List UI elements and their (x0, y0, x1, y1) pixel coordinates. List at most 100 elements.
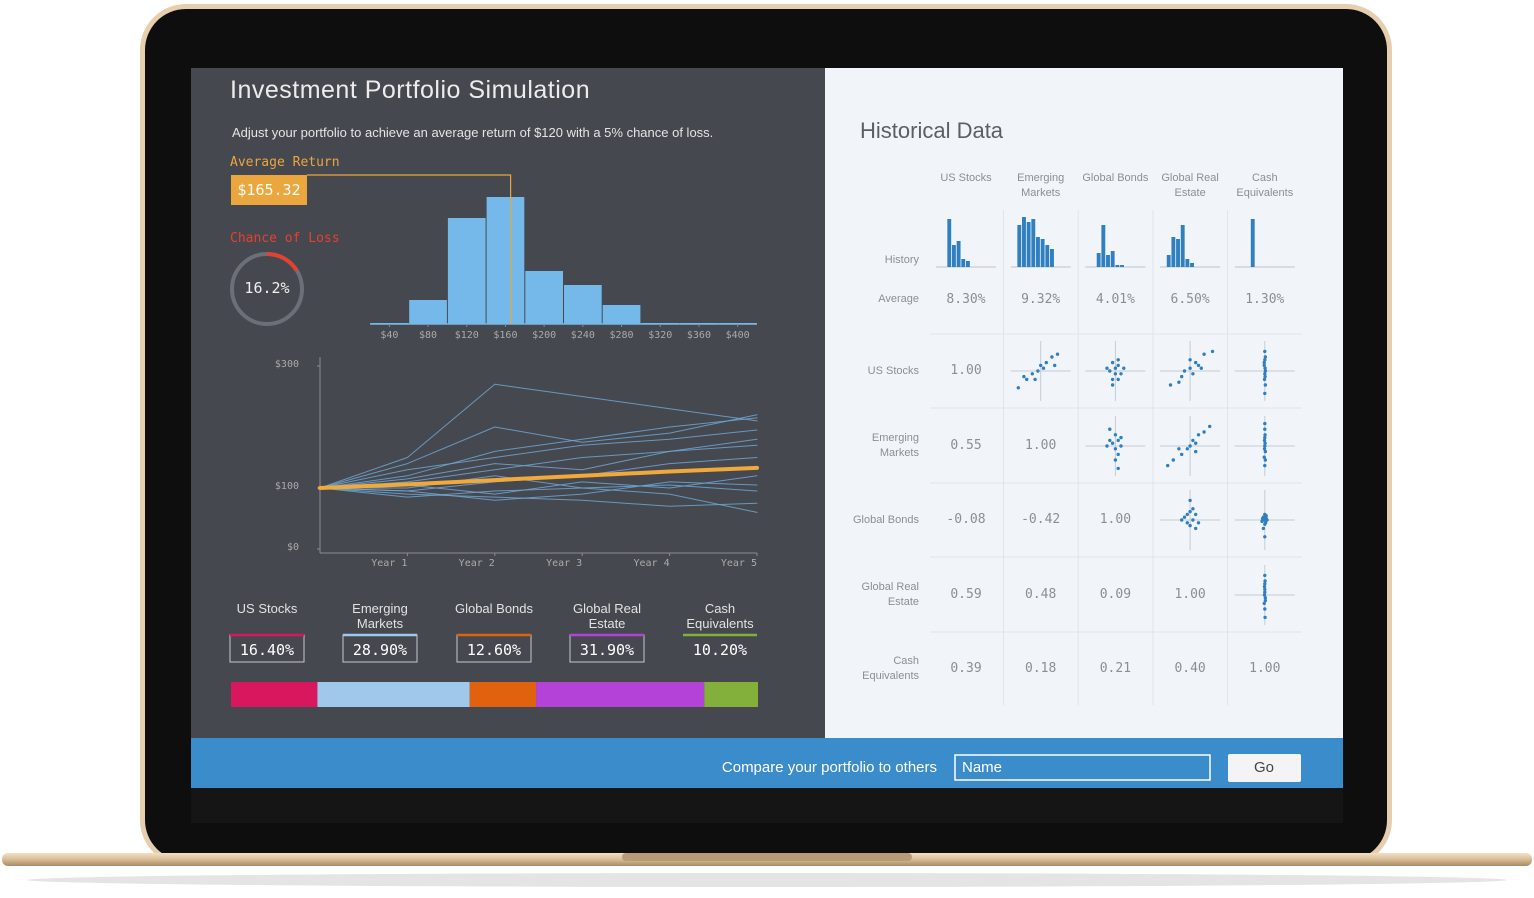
history-bar (1171, 237, 1176, 267)
correlation-value: 1.00 (1099, 512, 1132, 527)
history-bar (1101, 225, 1106, 267)
scatter-point (1262, 455, 1266, 459)
scatter-point (1044, 360, 1049, 365)
chance-of-loss-label: Chance of Loss (230, 231, 340, 246)
scatter-point (1182, 369, 1187, 373)
scatter-point (1263, 607, 1267, 611)
history-bar (1050, 249, 1054, 267)
scatter-point (1119, 444, 1123, 448)
history-bar (1120, 265, 1124, 267)
scatter-point (1260, 519, 1264, 524)
scatter-point (1262, 584, 1267, 589)
x-tick-label: $360 (686, 330, 711, 341)
scatter-point (1262, 363, 1266, 368)
chance-of-loss-value: 16.2% (244, 279, 290, 297)
histogram-bar (525, 271, 563, 324)
simulation-path (319, 438, 758, 489)
scatter-point (1194, 360, 1198, 365)
scatter-point (1263, 435, 1267, 440)
scatter-point (1263, 521, 1268, 525)
scatter-point (1036, 369, 1040, 373)
scatter-point (1263, 372, 1267, 376)
simulation-path (319, 487, 758, 507)
scatter-point (1191, 518, 1195, 522)
x-tick-label: $280 (609, 330, 634, 341)
history-bar (961, 259, 966, 267)
history-bar (1096, 253, 1101, 267)
screen-chin (191, 788, 1343, 823)
average-return-value: $165.32 (237, 181, 301, 199)
histogram-bar (564, 285, 602, 324)
correlation-value: 0.40 (1174, 661, 1206, 676)
x-tick-label: $240 (570, 330, 595, 341)
y-tick-label: $0 (286, 542, 299, 553)
scatter-point (1119, 372, 1123, 376)
name-placeholder[interactable]: Name (962, 759, 1003, 776)
average-value: 9.32% (1021, 292, 1061, 307)
scatter-point (1108, 427, 1112, 431)
scatter-point (1260, 516, 1265, 521)
right-panel (825, 68, 1343, 738)
asset-label: Global Real Estate (573, 601, 641, 631)
history-bar (952, 245, 956, 267)
base-notch (622, 853, 912, 861)
go-button-label[interactable]: Go (1253, 759, 1274, 776)
scatter-point (1177, 380, 1181, 384)
scatter-point (1262, 593, 1267, 597)
simulation-path (319, 481, 758, 501)
scatter-point (1263, 383, 1268, 387)
name-input[interactable] (954, 754, 1211, 781)
scatter-point (1180, 518, 1184, 522)
historical-title: Historical Data (860, 118, 1004, 143)
scatter-point (1116, 377, 1120, 382)
correlation-value: 0.55 (950, 438, 982, 453)
row-label: History (884, 254, 919, 266)
scatter-point (1202, 430, 1206, 434)
scatter-point (1263, 374, 1267, 379)
scatter-point (1196, 363, 1201, 368)
scatter-point (1025, 377, 1029, 382)
scatter-point (1191, 372, 1195, 376)
simulation-path (319, 417, 758, 489)
scatter-point (1105, 366, 1109, 370)
scatter-point (1188, 358, 1192, 362)
history-bar (1185, 259, 1190, 267)
simulation-path (319, 475, 758, 513)
scatter-point (1055, 352, 1060, 356)
x-tick-label: Year 5 (720, 558, 757, 569)
scatter-point (1041, 366, 1046, 370)
average-return-marker (307, 174, 512, 324)
history-bar (966, 261, 970, 267)
scatter-point (1263, 449, 1268, 454)
go-button[interactable] (1228, 754, 1301, 782)
histogram-bar (409, 300, 447, 324)
history-bar (1036, 237, 1040, 267)
scatter-point (1263, 355, 1268, 359)
allocation-value: 16.40% (239, 641, 295, 659)
scatter-point (1110, 441, 1115, 445)
scatter-point (1263, 615, 1267, 620)
scatter-point (1263, 596, 1268, 600)
allocation-segment (536, 682, 705, 707)
average-value: 8.30% (946, 292, 986, 307)
scatter-point (1194, 526, 1198, 531)
scatter-point (1262, 377, 1267, 382)
scatter-point (1265, 518, 1269, 522)
scatter-point (1262, 447, 1267, 451)
y-tick-label: $100 (274, 481, 299, 492)
asset-label: Global Bonds (454, 601, 534, 616)
scatter-point (1188, 509, 1192, 514)
scatter-point (1108, 369, 1112, 373)
column-header: Cash Equivalents (1236, 172, 1294, 199)
history-bar (1031, 219, 1036, 267)
allocation-value: 31.90% (579, 641, 635, 659)
column-header: Global Bonds (1082, 172, 1149, 184)
scatter-point (1262, 438, 1267, 443)
scatter-point (1263, 358, 1267, 362)
history-bar (1040, 239, 1045, 267)
scatter-point (1263, 587, 1267, 592)
simulation-path (319, 444, 758, 489)
correlation-value: 0.48 (1025, 587, 1057, 602)
history-bar (1110, 251, 1115, 267)
